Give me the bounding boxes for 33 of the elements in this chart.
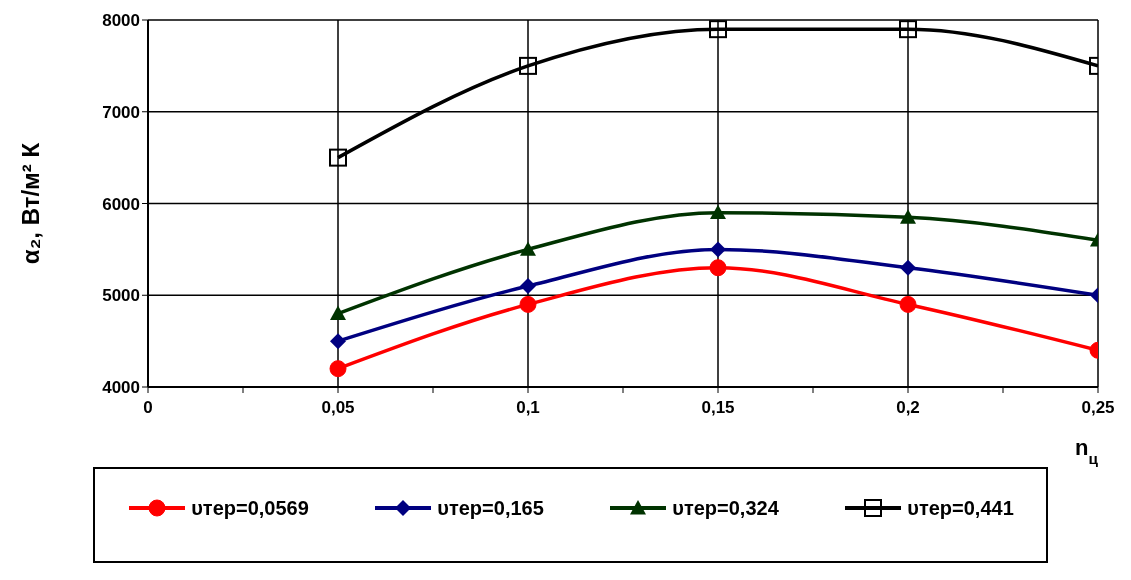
y-axis-title: α₂, Вт/м² К [16,142,44,265]
legend-label: υтер=0,441 [907,496,1014,520]
x-tick-label: 0 [143,398,153,418]
legend-label: υтер=0,324 [672,496,779,520]
point [900,209,916,224]
point [709,259,727,277]
point [710,204,726,220]
point [519,56,537,75]
point [520,241,536,256]
legend-label: υтер=0,0569 [191,496,309,520]
point [520,278,536,295]
x-tick-label: 0,25 [1081,398,1115,418]
y-tick-label: 8000 [102,11,140,31]
point [900,259,916,276]
x-tick-label: 0,2 [896,398,920,418]
legend-label: υтер=0,165 [437,496,544,520]
point [899,295,917,313]
point [329,148,347,167]
point [330,305,346,320]
y-tick-label: 7000 [102,102,140,122]
point [899,20,917,39]
x-axis-title: n$_{ц}$ [1075,435,1099,467]
y-tick-label: 4000 [102,378,140,398]
point [330,333,346,350]
point [329,360,347,378]
point [519,295,537,313]
y-tick-label: 6000 [102,194,140,214]
point [709,20,727,39]
y-tick-label: 5000 [102,286,140,306]
x-tick-label: 0,05 [321,398,355,418]
x-tick-label: 0,15 [701,398,735,418]
x-tick-label: 0,1 [516,398,540,418]
point [710,241,726,258]
